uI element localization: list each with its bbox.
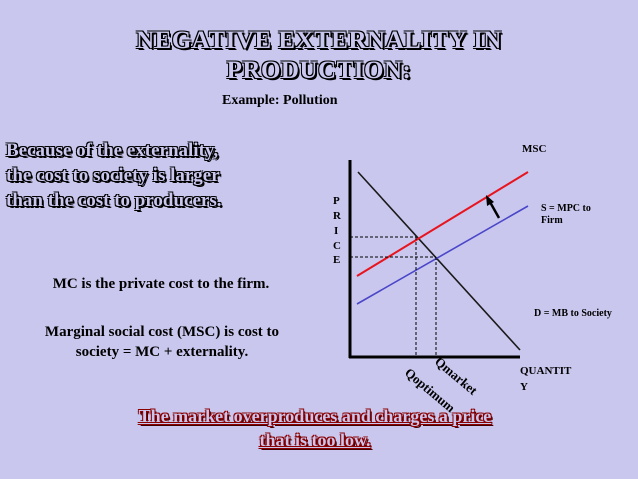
- slide-title: NEGATIVE EXTERNALITY IN PRODUCTION:: [0, 26, 638, 86]
- supply-label-line-2: Firm: [541, 215, 563, 226]
- example-text: Example: Pollution: [222, 93, 338, 108]
- cost-statement: Because of the externality, the cost to …: [6, 138, 316, 213]
- mc-definition: MC is the private cost to the firm.: [52, 276, 270, 292]
- demand-curve: [357, 171, 521, 351]
- cost-statement-line-2: the cost to society is larger: [6, 165, 220, 186]
- y-axis-label-r: R: [333, 210, 342, 222]
- x-axis-label-line-1: QUANTIT: [520, 365, 572, 377]
- conclusion-line-2: that is too low.: [259, 430, 371, 450]
- msc-curve: [356, 171, 529, 277]
- cost-statement-line-1: Because of the externality,: [6, 140, 219, 161]
- x-axis-label-line-2: Y: [520, 381, 528, 393]
- shift-arrow: [488, 201, 501, 219]
- y-axis-label-e: E: [333, 254, 340, 266]
- conclusion-line-1: The market overproduces and charges a pr…: [138, 406, 492, 426]
- y-axis-label-p: P: [333, 195, 340, 207]
- conclusion: The market overproduces and charges a pr…: [20, 404, 610, 452]
- shift-arrow-head: [486, 195, 494, 206]
- title-line-1: NEGATIVE EXTERNALITY IN: [136, 27, 502, 54]
- cost-statement-line-3: than the cost to producers.: [6, 190, 222, 211]
- demand-label: D = MB to Society: [534, 308, 612, 319]
- msc-definition: Marginal social cost (MSC) is cost to so…: [44, 324, 280, 360]
- supply-label-line-1: S = MPC to: [541, 203, 591, 214]
- title-line-2: PRODUCTION:: [226, 57, 412, 84]
- supply-curve: [356, 205, 529, 305]
- msc-label: MSC: [522, 143, 547, 155]
- y-axis-label-c: C: [333, 240, 341, 252]
- y-axis-label-i: I: [334, 225, 338, 237]
